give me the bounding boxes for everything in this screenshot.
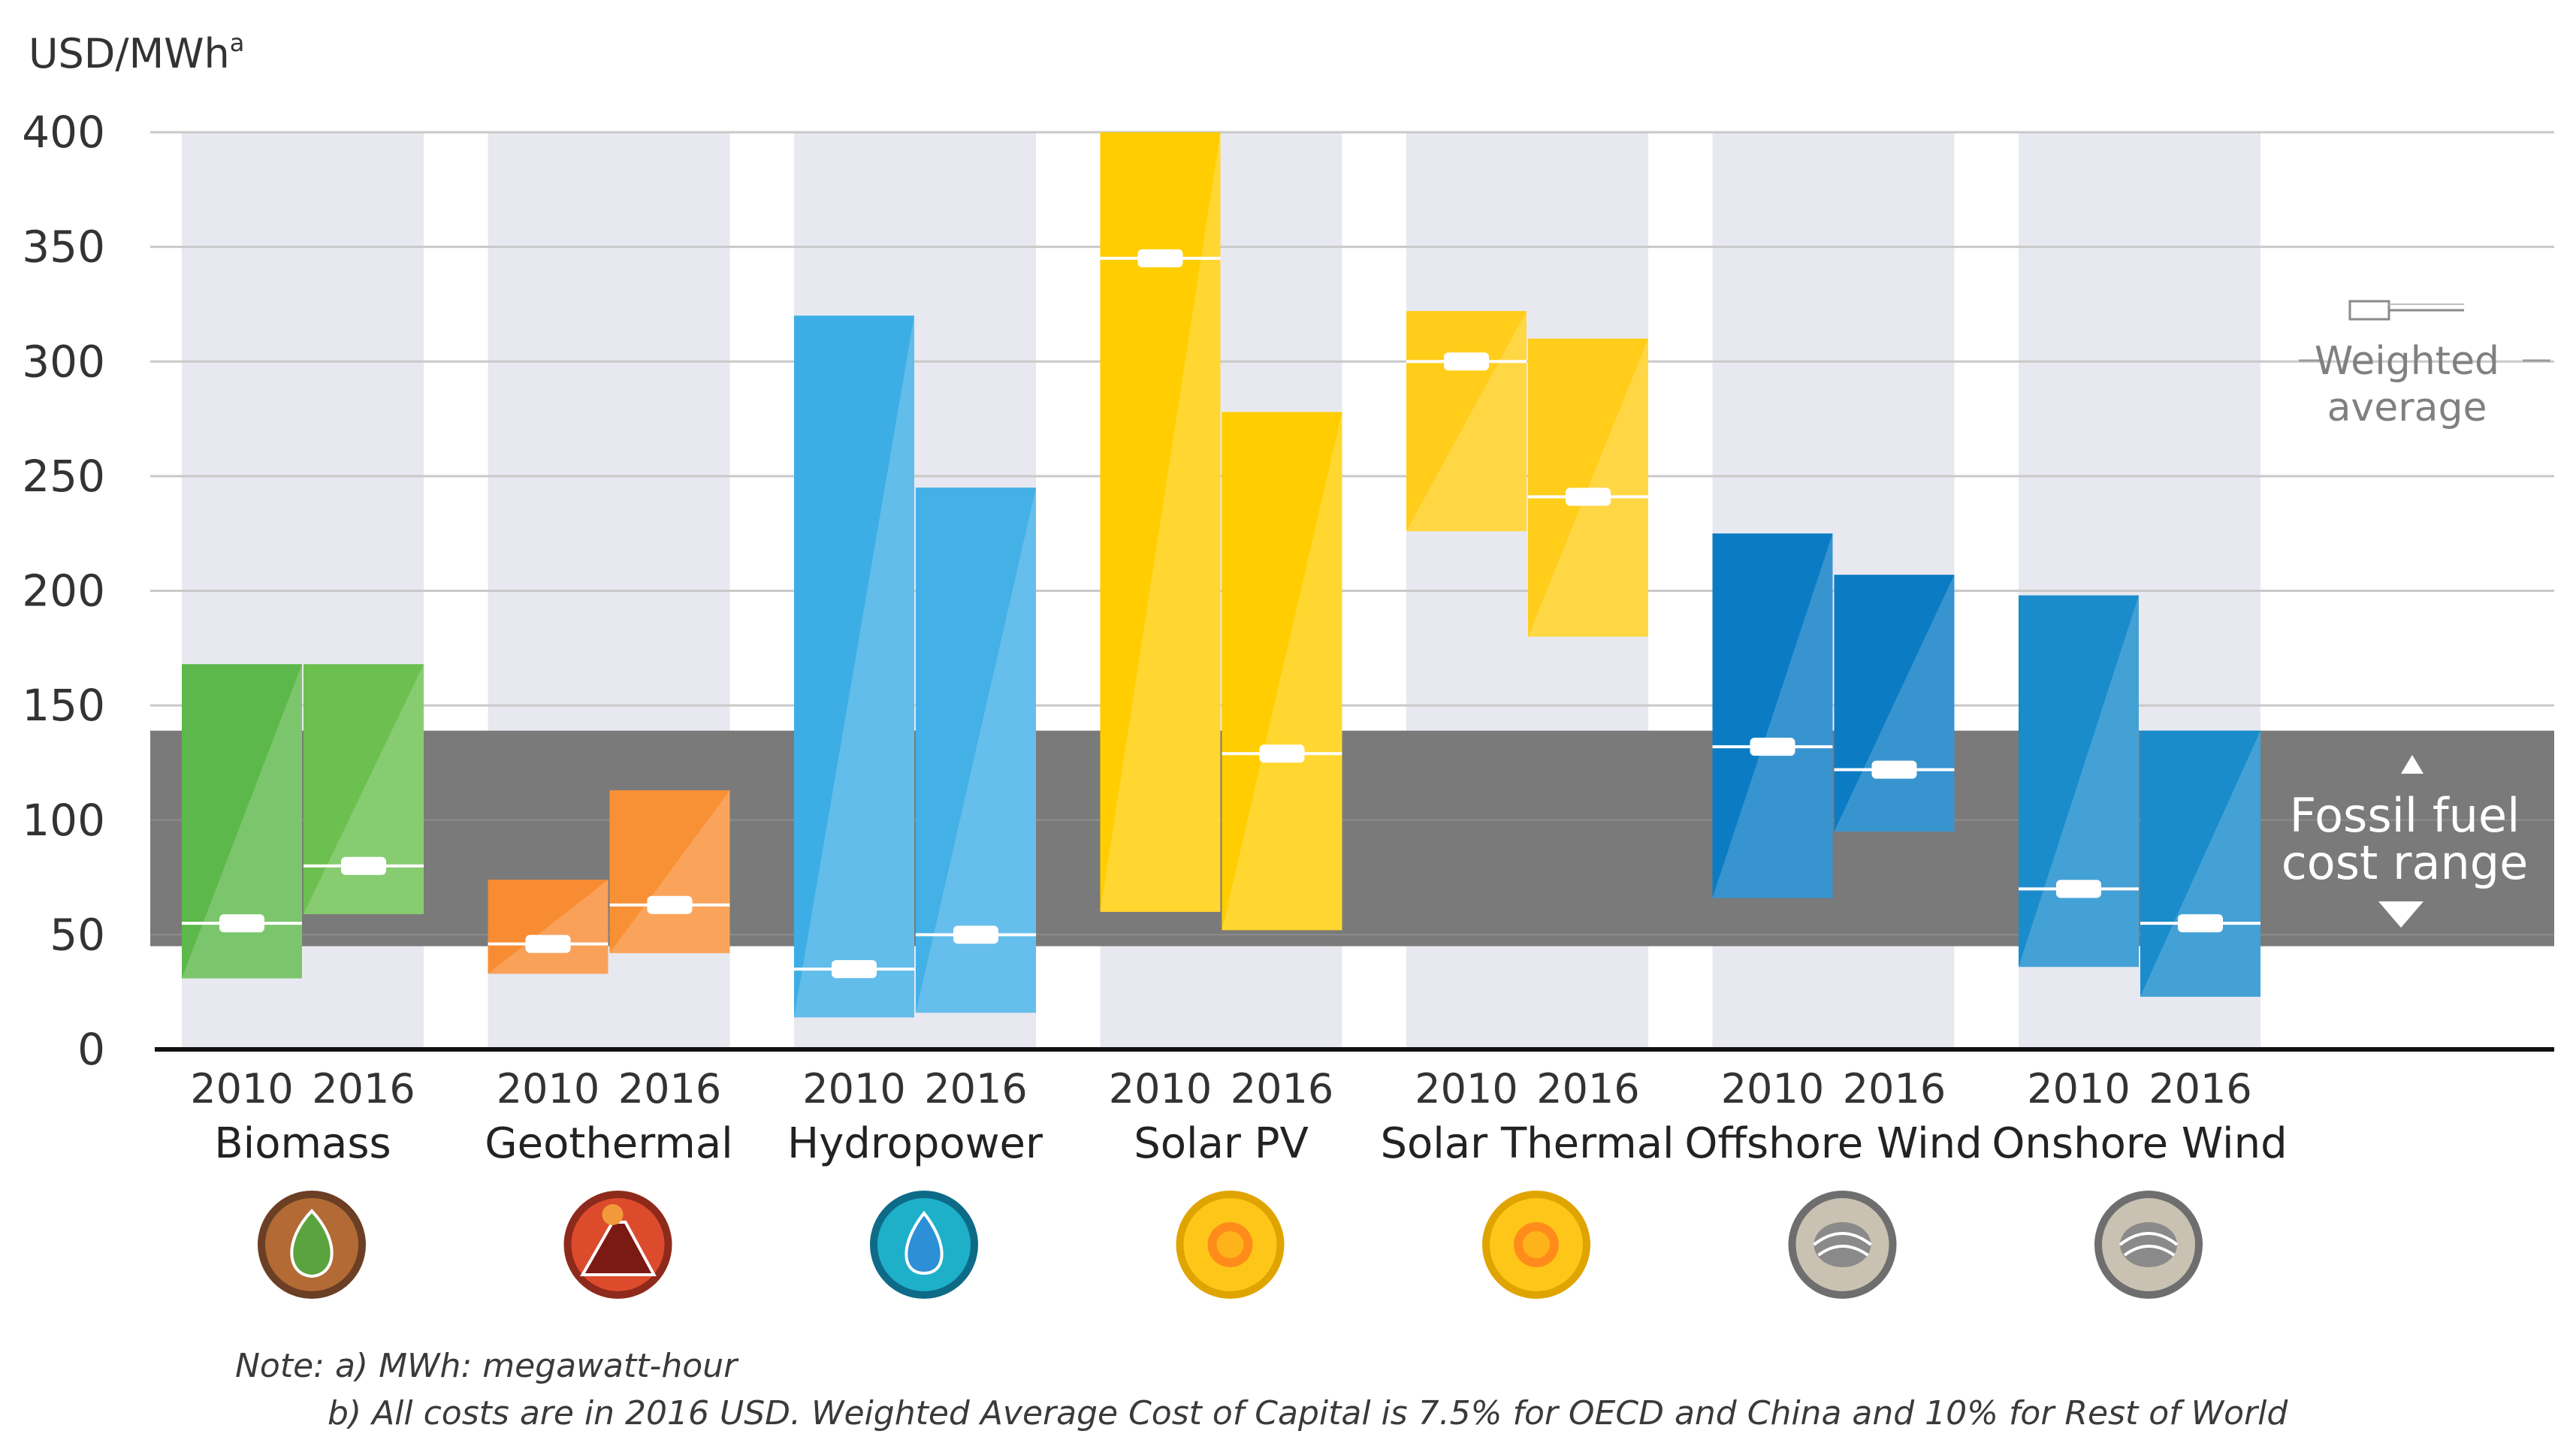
bar-shade-onshore-wind-2016 xyxy=(2140,730,2260,997)
y-axis-label: USD/MWha xyxy=(29,29,244,77)
offshore-wind-icon xyxy=(1788,1191,1897,1299)
avg-marker-hydropower-2010 xyxy=(832,960,877,979)
legend-marker-icon xyxy=(2348,300,2464,321)
weighted-average-markers xyxy=(182,249,2260,979)
avg-marker-geothermal-2010 xyxy=(525,934,571,953)
avg-marker-solar-thermal-2010 xyxy=(1444,352,1489,371)
bar-shade-onshore-wind-2010 xyxy=(2019,595,2139,968)
year-label-geothermal-2010: 2010 xyxy=(497,1065,599,1112)
avg-marker-geothermal-2016 xyxy=(647,895,693,914)
y-tick-400: 400 xyxy=(22,107,105,158)
note-line-2: b) All costs are in 2016 USD. Weighted A… xyxy=(328,1394,2288,1432)
year-label-offshore-wind-2010: 2010 xyxy=(1721,1065,1824,1112)
avg-marker-hydropower-2016 xyxy=(953,925,998,944)
fossil-fuel-label: Fossil fuel cost range xyxy=(2282,755,2529,928)
range-bars xyxy=(182,132,2260,1018)
year-label-solar-thermal-2016: 2016 xyxy=(1536,1065,1639,1112)
y-tick-150: 150 xyxy=(22,680,105,731)
legend-label-line2: average xyxy=(2327,385,2487,430)
category-label-offshore-wind: Offshore Wind xyxy=(1684,1119,1982,1168)
year-label-onshore-wind-2016: 2016 xyxy=(2149,1065,2251,1112)
avg-marker-biomass-2010 xyxy=(219,914,264,933)
y-tick-250: 250 xyxy=(22,451,105,502)
solar-pv-icon xyxy=(1176,1191,1285,1299)
arrow-up-icon xyxy=(2401,755,2423,774)
technology-icons xyxy=(258,1191,2203,1299)
avg-marker-onshore-wind-2016 xyxy=(2178,914,2223,933)
geothermal-icon xyxy=(563,1191,672,1299)
y-tick-350: 350 xyxy=(22,222,105,273)
year-label-solar-thermal-2010: 2010 xyxy=(1415,1065,1518,1112)
hydropower-icon xyxy=(870,1191,978,1299)
avg-marker-offshore-wind-2016 xyxy=(1871,760,1917,779)
avg-marker-offshore-wind-2010 xyxy=(1750,738,1795,756)
bar-shade-hydropower-2010 xyxy=(794,315,914,1018)
bar-shade-solar-thermal-2016 xyxy=(1528,338,1648,637)
bar-shade-solar-pv-2010 xyxy=(1100,132,1221,912)
y-tick-100: 100 xyxy=(22,795,105,846)
y-tick-50: 50 xyxy=(50,909,105,960)
year-label-solar-pv-2016: 2016 xyxy=(1231,1065,1333,1112)
category-label-geothermal: Geothermal xyxy=(485,1119,732,1168)
year-label-onshore-wind-2010: 2010 xyxy=(2027,1065,2130,1112)
bar-shade-geothermal-2010 xyxy=(488,880,609,974)
avg-marker-solar-pv-2010 xyxy=(1137,249,1183,267)
y-tick-0: 0 xyxy=(77,1024,105,1075)
onshore-wind-icon xyxy=(2094,1191,2203,1299)
arrow-down-icon xyxy=(2378,901,2423,928)
bar-shade-hydropower-2016 xyxy=(916,488,1036,1013)
bar-shade-solar-pv-2016 xyxy=(1222,412,1342,931)
bar-shade-offshore-wind-2010 xyxy=(1712,533,1833,898)
year-label-biomass-2010: 2010 xyxy=(190,1065,293,1112)
category-label-solar-thermal: Solar Thermal xyxy=(1380,1119,1674,1168)
year-label-offshore-wind-2016: 2016 xyxy=(1843,1065,1946,1112)
y-tick-labels: 0 50 100 150 200 250 300 350 400 xyxy=(22,107,105,1075)
bar-shade-biomass-2010 xyxy=(182,664,302,979)
year-label-solar-pv-2010: 2010 xyxy=(1109,1065,1212,1112)
year-label-hydropower-2016: 2016 xyxy=(924,1065,1027,1112)
year-label-biomass-2016: 2016 xyxy=(312,1065,415,1112)
fossil-label-line2: cost range xyxy=(2282,835,2529,890)
avg-marker-solar-thermal-2016 xyxy=(1566,488,1611,506)
legend: Weighted average xyxy=(2299,300,2550,430)
y-tick-200: 200 xyxy=(22,566,105,617)
legend-label-line1: Weighted xyxy=(2315,339,2499,384)
avg-marker-onshore-wind-2010 xyxy=(2056,880,2101,898)
category-label-solar-pv: Solar PV xyxy=(1134,1119,1309,1168)
category-label-onshore-wind: Onshore Wind xyxy=(1992,1119,2287,1168)
note-line-1: Note: a) MWh: megawatt-hour xyxy=(235,1347,738,1385)
y-tick-300: 300 xyxy=(22,336,105,387)
avg-marker-solar-pv-2016 xyxy=(1259,744,1305,763)
year-label-hydropower-2010: 2010 xyxy=(802,1065,905,1112)
avg-marker-biomass-2016 xyxy=(341,856,386,875)
bar-shade-biomass-2016 xyxy=(304,664,424,914)
bar-shade-offshore-wind-2016 xyxy=(1834,575,1955,832)
bar-shade-geothermal-2016 xyxy=(609,790,730,953)
solar-thermal-icon xyxy=(1482,1191,1590,1299)
category-label-hydropower: Hydropower xyxy=(787,1119,1043,1168)
category-label-biomass: Biomass xyxy=(214,1119,391,1168)
fossil-label-line1: Fossil fuel xyxy=(2290,788,2520,843)
year-label-geothermal-2016: 2016 xyxy=(618,1065,721,1112)
biomass-icon xyxy=(258,1191,366,1299)
x-labels: 2010 2016 Biomass 2010 2016 Geothermal 2010 201… xyxy=(190,1065,2287,1168)
bar-shade-solar-thermal-2010 xyxy=(1406,311,1527,532)
